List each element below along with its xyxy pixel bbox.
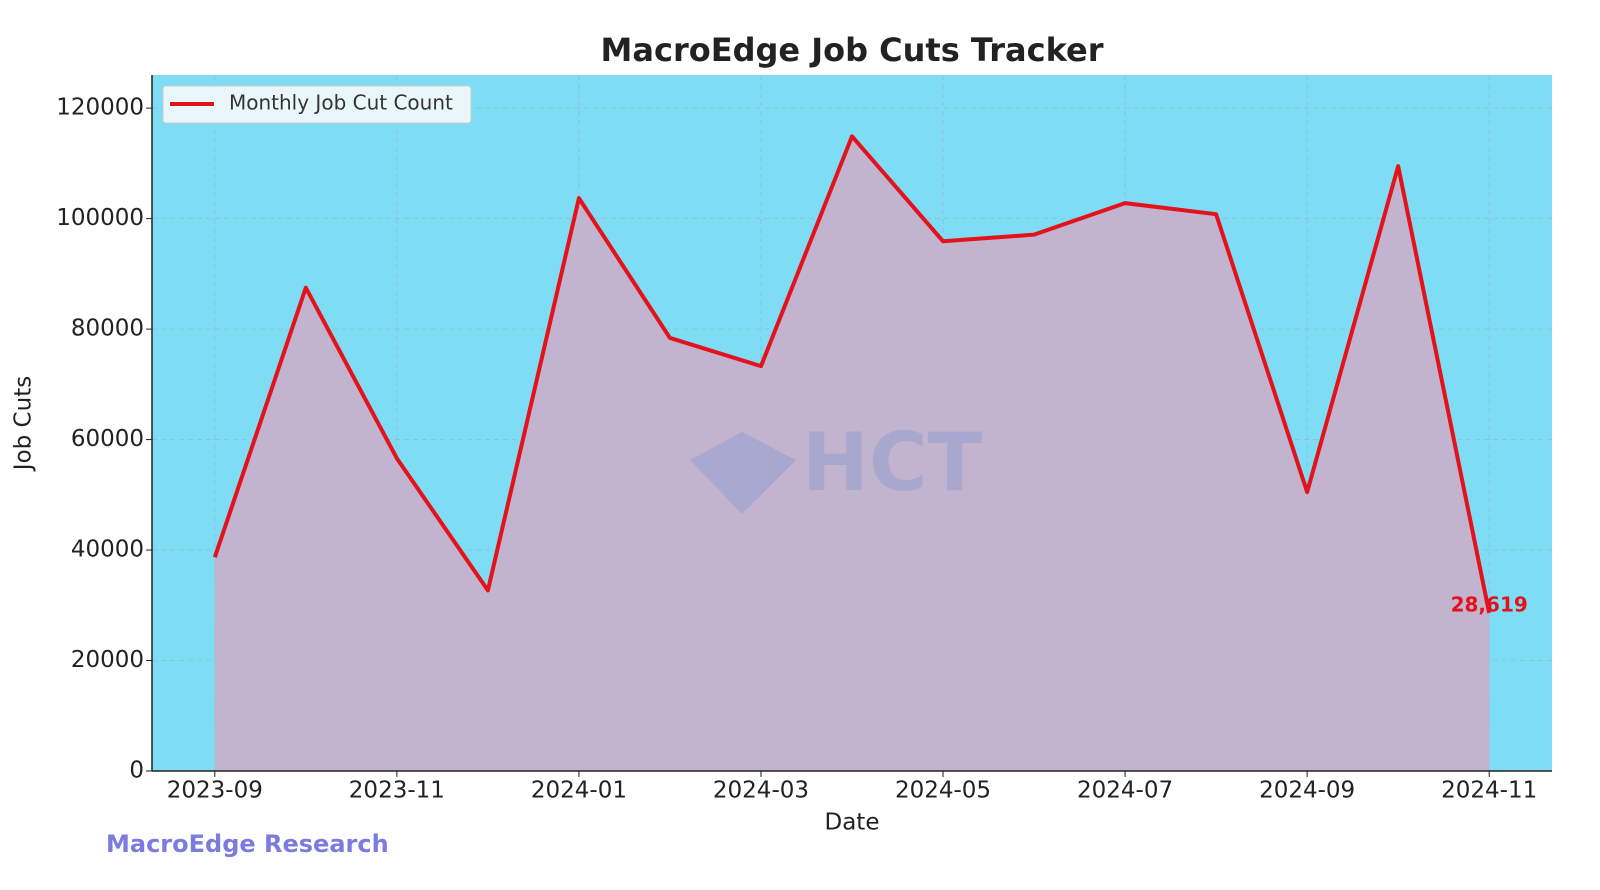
watermark-text: HCT — [802, 416, 983, 509]
legend: Monthly Job Cut Count — [162, 85, 472, 124]
x-axis-label: Date — [825, 810, 880, 836]
x-tick-label: 2023-11 — [349, 778, 445, 804]
watermark: HCT — [690, 416, 983, 514]
y-tick-label: 100000 — [56, 205, 144, 231]
y-tick-label: 40000 — [71, 537, 144, 563]
y-tick-label: 80000 — [71, 316, 144, 342]
y-tick-label: 0 — [129, 758, 144, 784]
line — [212, 134, 1492, 614]
x-tick-label: 2024-07 — [1077, 778, 1173, 804]
y-tick-label: 20000 — [71, 647, 144, 673]
legend-label: Monthly Job Cut Count — [229, 91, 453, 115]
legend-box — [162, 85, 472, 124]
y-tick-label: 120000 — [56, 95, 144, 121]
x-tick-label: 2024-03 — [713, 778, 809, 804]
x-tick-label: 2024-05 — [895, 778, 991, 804]
y-tick-label: 60000 — [71, 426, 144, 452]
x-tick-label: 2024-09 — [1259, 778, 1355, 804]
chart-title: MacroEdge Job Cuts Tracker — [601, 31, 1104, 69]
watermark-logo — [690, 432, 796, 514]
x-tick-label: 2024-01 — [531, 778, 627, 804]
y-axis-label: Job Cuts — [11, 376, 37, 472]
x-tick-label: 2024-11 — [1441, 778, 1537, 804]
value-label: 28,619 — [1451, 592, 1528, 616]
footer: MacroEdge Research — [106, 830, 389, 858]
x-tick-label: 2023-09 — [167, 778, 263, 804]
area — [214, 136, 1490, 772]
